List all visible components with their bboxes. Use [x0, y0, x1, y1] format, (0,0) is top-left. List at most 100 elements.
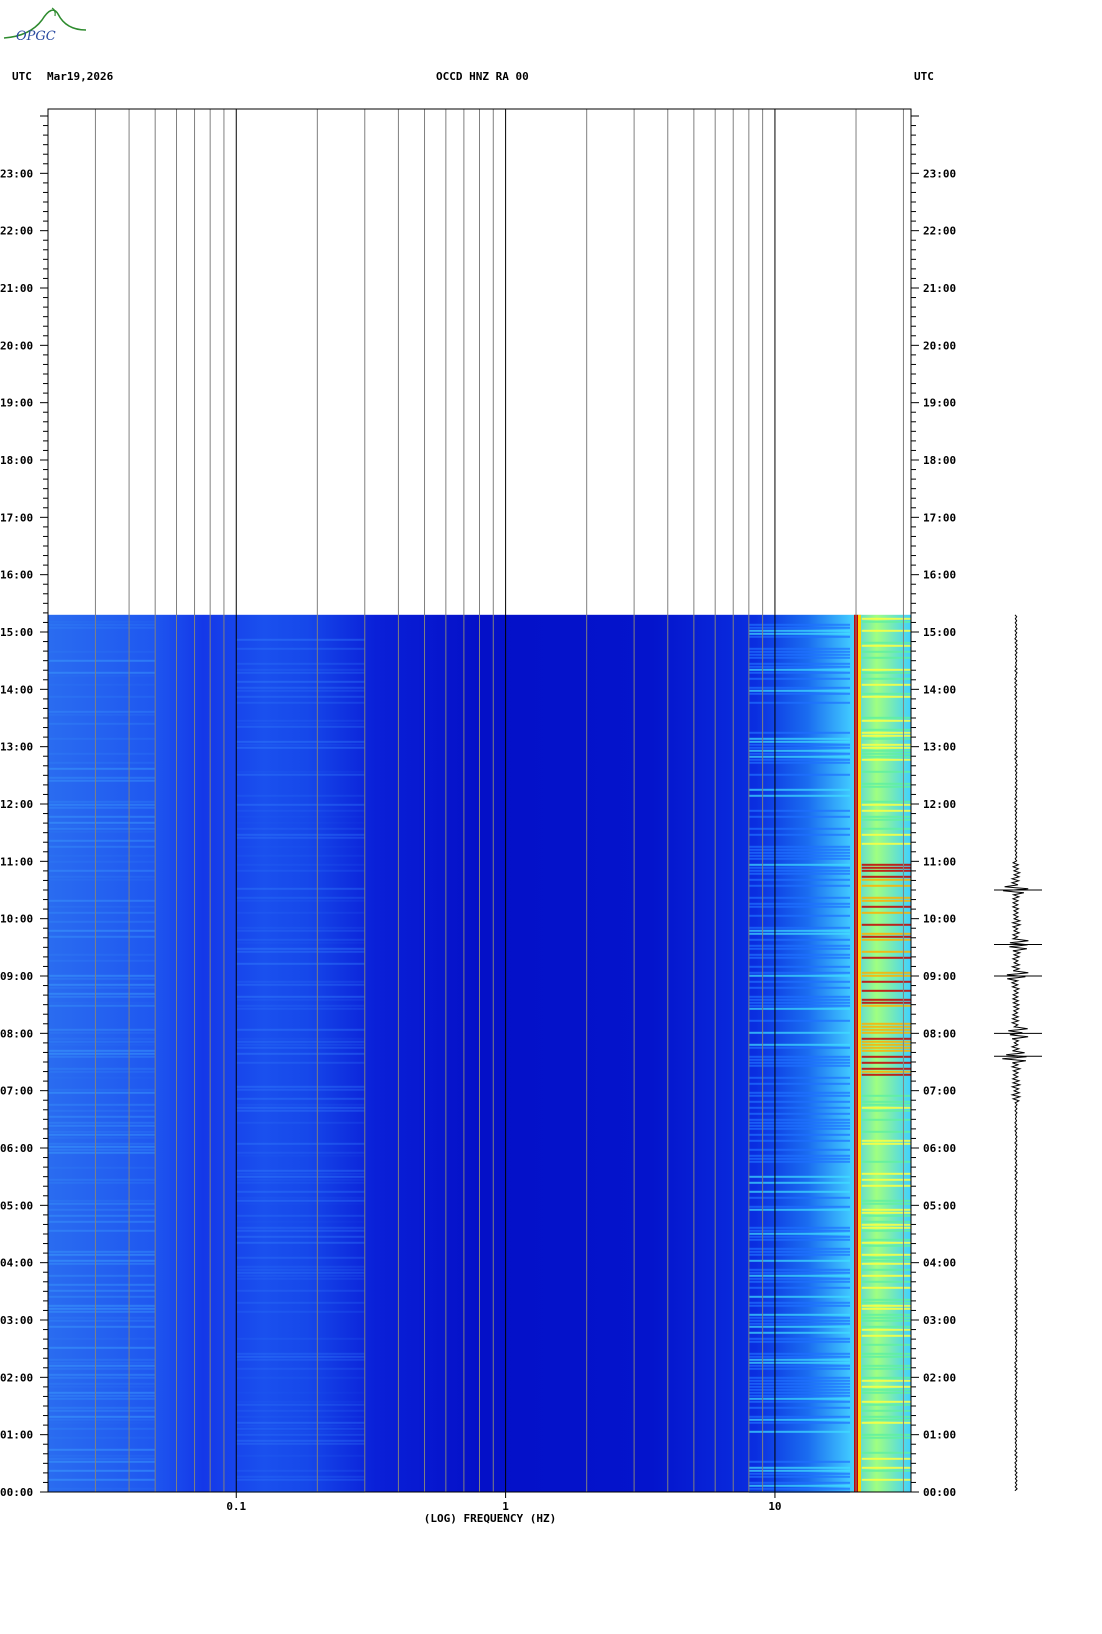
high-band-stripe — [748, 1229, 851, 1232]
high-band-stripe — [748, 755, 851, 758]
peak-band-stripe — [861, 1049, 911, 1052]
peak-band-stripe — [861, 1109, 911, 1112]
low-band-stripe — [48, 911, 156, 914]
peak-band-stripe — [861, 1457, 911, 1460]
low-band-stripe — [48, 1310, 156, 1313]
high-band-stripe — [748, 1469, 851, 1472]
high-band-stripe — [748, 623, 851, 626]
mid-band-stripe — [236, 950, 365, 953]
mid-band-stripe — [236, 1088, 365, 1091]
mid-band-stripe — [236, 1169, 365, 1172]
high-band-stripe — [748, 629, 851, 632]
mid-band-stripe — [236, 1355, 365, 1358]
mid-band-stripe — [236, 1007, 365, 1010]
peak-band-stripe — [861, 1199, 911, 1202]
peak-band-stripe — [861, 1106, 911, 1109]
mid-band-stripe — [236, 1106, 365, 1109]
low-band-stripe — [48, 878, 156, 881]
low-band-stripe — [48, 1457, 156, 1460]
low-band-stripe — [48, 821, 156, 824]
low-band-stripe — [48, 1325, 156, 1328]
mid-band-stripe — [236, 947, 365, 950]
high-band-stripe — [748, 752, 851, 755]
peak-band-stripe — [861, 1436, 911, 1439]
low-band-stripe — [48, 779, 156, 782]
high-band-stripe — [748, 998, 851, 1001]
left-hour-label: 01:00 — [0, 1429, 33, 1442]
left-hour-label: 05:00 — [0, 1199, 33, 1212]
peak-band-stripe — [861, 752, 911, 755]
peak-band-stripe — [861, 827, 911, 830]
high-band-stripe — [748, 1001, 851, 1004]
peak-band-stripe — [861, 1316, 911, 1319]
high-band-stripe — [748, 635, 851, 638]
low-band-stripe — [48, 986, 156, 989]
right-hour-label: 16:00 — [923, 569, 956, 582]
peak-band-stripe — [861, 1100, 911, 1103]
peak-band-stripe — [861, 1400, 911, 1403]
high-band-stripe — [748, 1208, 851, 1211]
peak-band-stripe — [861, 875, 911, 878]
high-band-stripe — [748, 1382, 851, 1385]
high-band-stripe — [748, 1286, 851, 1289]
peak-band-stripe — [861, 1208, 911, 1211]
peak-band-stripe — [861, 617, 911, 620]
high-band-stripe — [748, 1367, 851, 1370]
high-band-stripe — [748, 1487, 851, 1490]
low-band-stripe — [48, 1091, 156, 1094]
peak-band-stripe — [861, 1319, 911, 1322]
peak-band-stripe — [861, 815, 911, 818]
low-band-stripe — [48, 1421, 156, 1424]
frequency-axis: 0.1 1 10 (LOG) FREQUENCY (HZ) — [226, 1492, 782, 1525]
low-band-stripe — [48, 1262, 156, 1265]
peak-band-stripe — [861, 896, 911, 899]
peak-band-stripe — [861, 1001, 911, 1004]
peak-band-stripe — [861, 1268, 911, 1271]
right-hour-label: 19:00 — [923, 397, 956, 410]
low-band-stripe — [48, 1142, 156, 1145]
peak-band-stripe — [861, 1325, 911, 1328]
high-band-stripe — [748, 1121, 851, 1124]
peak-band-stripe — [861, 731, 911, 734]
peak-band-stripe — [861, 1040, 911, 1043]
high-band-stripe — [748, 788, 851, 791]
low-band-stripe — [48, 1037, 156, 1040]
mid-band-stripe — [236, 1358, 365, 1361]
high-band-stripe — [748, 656, 851, 659]
high-band-stripe — [748, 1124, 851, 1127]
mid-band-stripe — [236, 854, 365, 857]
high-band-stripe — [748, 995, 851, 998]
mid-band-stripe — [236, 1040, 365, 1043]
high-band-stripe — [748, 740, 851, 743]
low-band-stripe — [48, 767, 156, 770]
peak-band-stripe — [861, 671, 911, 674]
low-band-stripe — [48, 1109, 156, 1112]
peak-band-stripe — [861, 1403, 911, 1406]
mid-band-stripe — [236, 725, 365, 728]
left-hour-label: 10:00 — [0, 913, 33, 926]
low-band-stripe — [48, 845, 156, 848]
high-band-stripe — [748, 827, 851, 830]
right-hour-label: 06:00 — [923, 1142, 956, 1155]
peak-band-stripe — [861, 749, 911, 752]
peak-band-stripe — [861, 719, 911, 722]
high-band-stripe — [748, 947, 851, 950]
peak-band-stripe — [861, 980, 911, 983]
high-band-stripe — [748, 1133, 851, 1136]
peak-band-stripe — [861, 1130, 911, 1133]
low-band-stripe — [48, 1076, 156, 1079]
peak-band-stripe — [861, 932, 911, 935]
left-hour-label: 13:00 — [0, 741, 33, 754]
low-band-stripe — [48, 1253, 156, 1256]
peak-band-stripe — [861, 1274, 911, 1277]
mid-band-stripe — [236, 1214, 365, 1217]
left-hour-label: 21:00 — [0, 282, 33, 295]
low-band-stripe — [48, 977, 156, 980]
mid-band-stripe — [236, 1433, 365, 1436]
left-hour-label: 22:00 — [0, 225, 33, 238]
peak-band-stripe — [861, 1118, 911, 1121]
low-band-stripe — [48, 905, 156, 908]
peak-band-stripe — [861, 1433, 911, 1436]
peak-band-stripe — [861, 1355, 911, 1358]
